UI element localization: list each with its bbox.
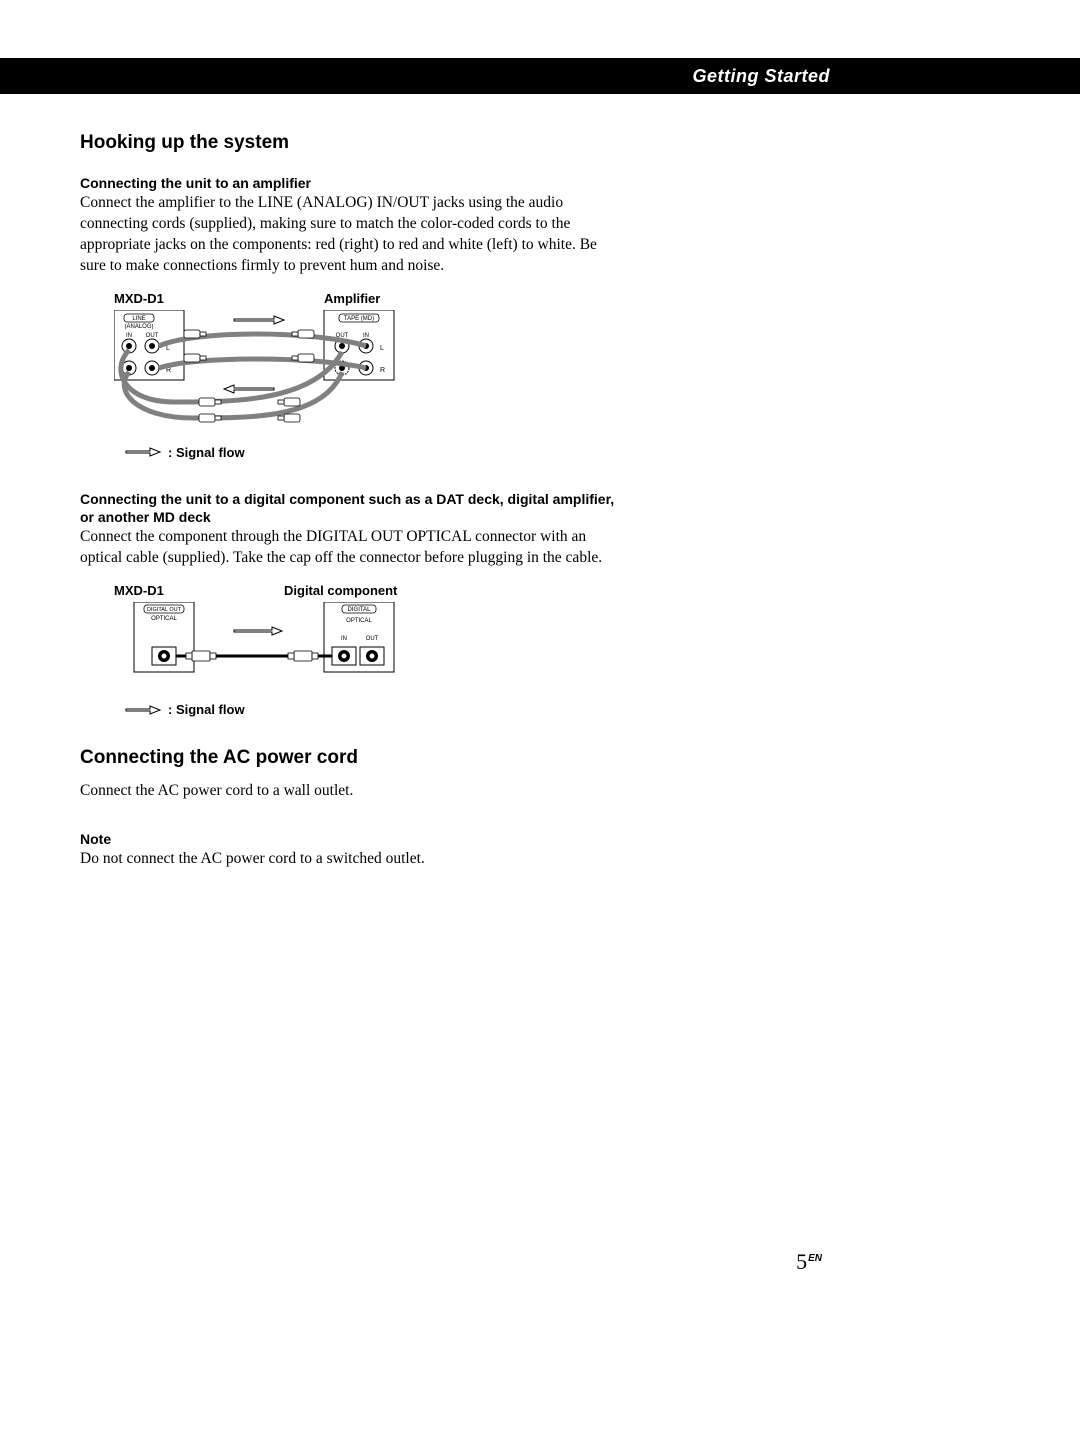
- arrow-icon: [124, 446, 162, 458]
- sub1-title: Connecting the unit to an amplifier: [80, 174, 620, 193]
- header-title: Getting Started: [692, 66, 830, 87]
- svg-text:OPTICAL: OPTICAL: [346, 618, 372, 624]
- sub2-title: Connecting the unit to a digital compone…: [80, 490, 620, 528]
- diagram1-svg: LINE (ANALOG) IN OUT L R TAPE (MD) OUT I…: [114, 310, 414, 430]
- sub2-body: Connect the component through the DIGITA…: [80, 527, 620, 569]
- svg-text:DIGITAL: DIGITAL: [348, 607, 372, 613]
- header-bar: Getting Started: [0, 58, 1080, 94]
- page-number: 5EN: [796, 1249, 822, 1275]
- svg-text:IN: IN: [341, 636, 347, 642]
- section2-body: Connect the AC power cord to a wall outl…: [80, 781, 620, 802]
- section2-title: Connecting the AC power cord: [80, 747, 620, 769]
- diagram1-right-label: Amplifier: [324, 291, 380, 306]
- page-content: Hooking up the system Connecting the uni…: [0, 94, 620, 870]
- diagram1: MXD-D1 Amplifier LINE (ANALOG) IN OUT L …: [114, 291, 620, 460]
- svg-text:IN: IN: [363, 333, 369, 339]
- svg-text:(ANALOG): (ANALOG): [124, 324, 153, 330]
- diagram2-svg: DIGITAL OUT OPTICAL DIGITAL OPTICAL IN O…: [114, 602, 404, 687]
- svg-text:DIGITAL OUT: DIGITAL OUT: [147, 607, 182, 613]
- svg-text:R: R: [380, 367, 385, 374]
- arrow-icon: [124, 704, 162, 716]
- diagram2: MXD-D1 Digital component DIGITAL OUT OPT…: [114, 583, 620, 717]
- note-title: Note: [80, 830, 620, 849]
- svg-text:OPTICAL: OPTICAL: [151, 616, 177, 622]
- svg-text:OUT: OUT: [366, 636, 379, 642]
- svg-text:OUT: OUT: [146, 333, 159, 339]
- diagram2-right-label: Digital component: [284, 583, 397, 598]
- svg-text:LINE: LINE: [132, 316, 145, 322]
- diagram1-signal-flow: : Signal flow: [124, 445, 620, 460]
- note-body: Do not connect the AC power cord to a sw…: [80, 849, 620, 870]
- svg-text:L: L: [166, 345, 170, 352]
- svg-text:IN: IN: [126, 333, 132, 339]
- svg-text:TAPE (MD): TAPE (MD): [344, 316, 374, 322]
- diagram1-left-label: MXD-D1: [114, 291, 324, 306]
- section1-title: Hooking up the system: [80, 132, 620, 154]
- svg-text:L: L: [380, 345, 384, 352]
- sub1-body: Connect the amplifier to the LINE (ANALO…: [80, 193, 620, 277]
- diagram2-signal-flow: : Signal flow: [124, 702, 620, 717]
- diagram2-left-label: MXD-D1: [114, 583, 284, 598]
